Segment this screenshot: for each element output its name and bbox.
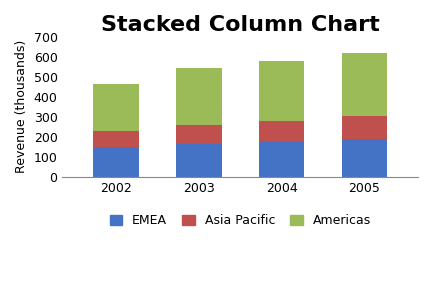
Bar <box>176 144 222 177</box>
Bar <box>94 131 139 147</box>
Bar <box>342 53 387 116</box>
Y-axis label: Revenue (thousands): Revenue (thousands) <box>15 40 28 173</box>
Bar <box>342 116 387 139</box>
Bar <box>176 68 222 125</box>
Bar <box>94 84 139 131</box>
Bar <box>259 141 304 177</box>
Bar <box>259 61 304 121</box>
Bar <box>259 121 304 141</box>
Bar <box>176 125 222 144</box>
Legend: EMEA, Asia Pacific, Americas: EMEA, Asia Pacific, Americas <box>110 214 371 227</box>
Title: Stacked Column Chart: Stacked Column Chart <box>101 15 380 35</box>
Bar <box>94 147 139 177</box>
Bar <box>342 139 387 177</box>
